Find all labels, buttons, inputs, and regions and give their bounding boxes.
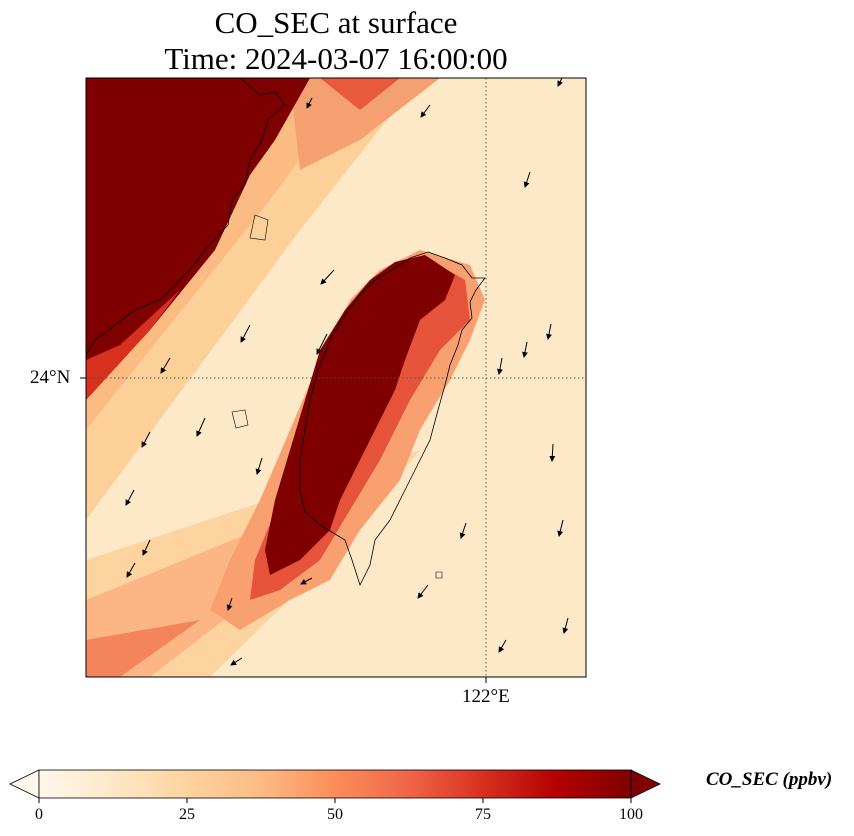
coast-edge-band	[86, 290, 180, 400]
high-concentration-island	[265, 255, 455, 575]
high-concentration-coast	[86, 78, 310, 400]
colorbar-tick-75: 75	[475, 806, 491, 823]
map-subtitle-time: Time: 2024-03-07 16:00:00	[164, 41, 508, 76]
colorbar-ticks	[38, 798, 632, 803]
small-island-outline	[435, 571, 443, 579]
china-coastline	[86, 78, 286, 356]
colorbar-tick-25: 25	[179, 806, 195, 823]
colorbar-tick-50: 50	[327, 806, 343, 823]
colorbar-max-extend	[630, 769, 661, 799]
penghu-outline	[231, 409, 249, 429]
colorbar-label: CO_SEC (ppbv)	[706, 769, 833, 790]
colorbar-min-extend	[9, 769, 40, 799]
taiwan-coastline	[299, 251, 486, 587]
lat-tick-label: 24°N	[30, 367, 71, 388]
plume-band-top	[290, 78, 440, 170]
plume-band-sw-core	[86, 620, 200, 677]
colorbar-tick-100: 100	[619, 806, 643, 823]
wind-vectors	[125, 78, 569, 666]
lon-tick-label: 122°E	[462, 686, 510, 707]
map-title: CO_SEC at surface	[214, 5, 458, 40]
island-outline	[249, 214, 269, 241]
plume-band-north-inner	[86, 78, 360, 430]
colorbar-tick-0: 0	[35, 806, 43, 823]
plume-patch-top-right	[320, 78, 400, 110]
map-plot	[80, 77, 587, 683]
colorbar-gradient	[39, 770, 631, 798]
colorbar	[9, 769, 661, 803]
